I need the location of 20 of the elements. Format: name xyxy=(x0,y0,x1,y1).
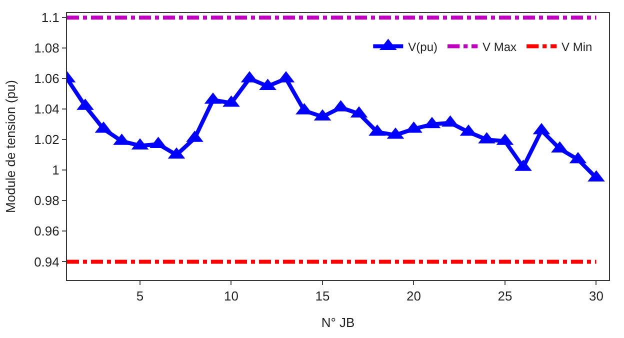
x-tick-label: 5 xyxy=(136,288,144,304)
legend-label: V Max xyxy=(482,40,517,54)
y-tick-label: 1.02 xyxy=(34,132,60,148)
legend-label: V Min xyxy=(562,40,592,54)
y-tick-label: 0.96 xyxy=(34,224,60,239)
y-tick-label: 1.06 xyxy=(34,71,60,86)
y-axis-title: Module de tension (pu) xyxy=(3,80,18,213)
x-tick-label: 15 xyxy=(315,288,330,304)
legend-label: V(pu) xyxy=(408,40,438,54)
x-tick-label: 20 xyxy=(406,288,421,304)
y-tick-label: 0.94 xyxy=(34,254,60,270)
x-axis-title: N° JB xyxy=(321,315,355,330)
x-tick-label: 25 xyxy=(498,288,512,304)
y-tick-label: 1 xyxy=(52,162,60,178)
y-tick-label: 0.98 xyxy=(34,193,60,208)
y-tick-label: 1.1 xyxy=(41,10,60,26)
y-tick-label: 1.04 xyxy=(34,102,60,117)
x-tick-label: 10 xyxy=(224,288,238,304)
y-tick-label: 1.08 xyxy=(34,40,60,56)
x-tick-label: 30 xyxy=(588,288,604,304)
